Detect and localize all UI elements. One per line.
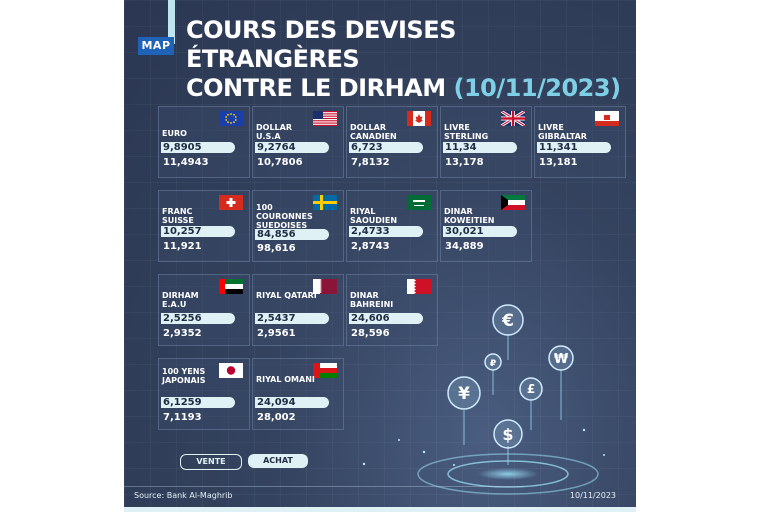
currency-card-sar: RIYAL SAOUDIEN 2,4733 2,8743 <box>346 190 438 262</box>
vente-value: 6,723 <box>349 142 423 153</box>
currency-card-usd: DOLLAR U.S.A 9,2764 10,7806 <box>252 106 344 178</box>
sweden-flag-icon <box>313 195 337 210</box>
vente-value: 9,8905 <box>161 142 235 153</box>
currency-name: LIVRE GIBRALTAR <box>538 123 587 141</box>
currency-card-qar: RIYAL QATARI 2,5437 2,9561 <box>252 274 344 346</box>
japan-flag-icon <box>219 363 243 378</box>
currency-card-kwd: DINAR KOWEITIEN 30,021 34,889 <box>440 190 532 262</box>
currency-card-jpy: 100 YENS JAPONAIS 6,1259 7,1193 <box>158 358 250 430</box>
page-title: COURS DES DEVISES ÉTRANGÈRES CONTRE LE D… <box>186 16 636 103</box>
currency-card-cad: DOLLAR CANADIEN 6,723 7,8132 <box>346 106 438 178</box>
achat-value: 34,889 <box>445 241 484 252</box>
legend-achat: ACHAT <box>248 454 308 468</box>
achat-value: 28,596 <box>351 328 390 339</box>
accent-bar <box>168 0 175 44</box>
vente-value: 10,257 <box>161 226 235 237</box>
achat-value: 13,178 <box>445 157 484 168</box>
oman-flag-icon <box>313 363 337 378</box>
currency-card-chf: FRANC SUISSE 10,257 11,921 <box>158 190 250 262</box>
achat-value: 10,7806 <box>257 157 303 168</box>
vente-value: 2,5437 <box>255 313 329 324</box>
vente-value: 6,1259 <box>161 397 235 408</box>
vente-value: 11,341 <box>537 142 611 153</box>
us-flag-icon <box>313 111 337 126</box>
currency-name: LIVRE STERLING <box>444 123 489 141</box>
vente-value: 24,606 <box>349 313 423 324</box>
currency-name: EURO <box>162 129 187 138</box>
achat-value: 7,1193 <box>163 412 202 423</box>
currency-card-omr: RIYAL OMANI 24,094 28,002 <box>252 358 344 430</box>
currency-card-gip: LIVRE GIBRALTAR 11,341 13,181 <box>534 106 626 178</box>
achat-value: 2,9561 <box>257 328 296 339</box>
title-text: CONTRE LE DIRHAM <box>186 74 446 102</box>
gibraltar-flag-icon <box>595 111 619 126</box>
saudi-flag-icon <box>407 195 431 210</box>
currency-card-sek: 100 COURONNES SUEDOISES 84,856 98,616 <box>252 190 344 262</box>
currency-name: DINAR KOWEITIEN <box>444 207 495 225</box>
grid-background <box>124 0 636 512</box>
source-text: Source: Bank Al-Maghrib <box>134 491 233 500</box>
vente-value: 84,856 <box>255 229 329 240</box>
currency-name: RIYAL SAOUDIEN <box>350 207 398 225</box>
currency-name: RIYAL OMANI <box>256 375 315 384</box>
achat-value: 28,002 <box>257 412 296 423</box>
map-logo: MAP <box>138 37 174 55</box>
vente-value: 9,2764 <box>255 142 329 153</box>
currency-card-bhd: DINAR BAHREINI 24,606 28,596 <box>346 274 438 346</box>
achat-value: 7,8132 <box>351 157 390 168</box>
footer-divider <box>124 486 524 487</box>
achat-value: 11,921 <box>163 241 202 252</box>
currency-card-euro: EURO 9,8905 11,4943 <box>158 106 250 178</box>
eu-flag-icon <box>219 111 243 126</box>
uae-flag-icon <box>219 279 243 294</box>
currency-name: DOLLAR CANADIEN <box>350 123 397 141</box>
vente-value: 30,021 <box>443 226 517 237</box>
canada-flag-icon <box>407 111 431 126</box>
vente-value: 24,094 <box>255 397 329 408</box>
footer-bar <box>124 507 636 512</box>
achat-value: 2,9352 <box>163 328 202 339</box>
bahrain-flag-icon <box>407 279 431 294</box>
swiss-flag-icon <box>219 195 243 210</box>
footer-date: 10/11/2023 <box>569 491 616 500</box>
title-line-2: CONTRE LE DIRHAM (10/11/2023) <box>186 74 636 103</box>
currency-name: DINAR BAHREINI <box>350 291 394 309</box>
infographic-poster: MAP COURS DES DEVISES ÉTRANGÈRES CONTRE … <box>124 0 636 512</box>
currency-name: 100 YENS JAPONAIS <box>162 367 206 385</box>
achat-value: 98,616 <box>257 243 296 254</box>
uk-flag-icon <box>501 111 525 126</box>
currency-card-gbp: LIVRE STERLING 11,34 13,178 <box>440 106 532 178</box>
currency-name: FRANC SUISSE <box>162 207 194 225</box>
currency-name: DOLLAR U.S.A <box>256 123 292 141</box>
currency-card-aed: DIRHAM E.A.U 2,5256 2,9352 <box>158 274 250 346</box>
kuwait-flag-icon <box>501 195 525 210</box>
currency-name: 100 COURONNES SUEDOISES <box>256 203 313 230</box>
achat-value: 11,4943 <box>163 157 209 168</box>
title-date: (10/11/2023) <box>453 74 621 102</box>
vente-value: 11,34 <box>443 142 517 153</box>
legend-vente: VENTE <box>180 454 242 470</box>
vente-value: 2,5256 <box>161 313 235 324</box>
qatar-flag-icon <box>313 279 337 294</box>
vente-value: 2,4733 <box>349 226 423 237</box>
achat-value: 2,8743 <box>351 241 390 252</box>
currency-name: RIYAL QATARI <box>256 291 317 300</box>
currency-name: DIRHAM E.A.U <box>162 291 199 309</box>
achat-value: 13,181 <box>539 157 578 168</box>
title-line-1: COURS DES DEVISES ÉTRANGÈRES <box>186 16 456 73</box>
